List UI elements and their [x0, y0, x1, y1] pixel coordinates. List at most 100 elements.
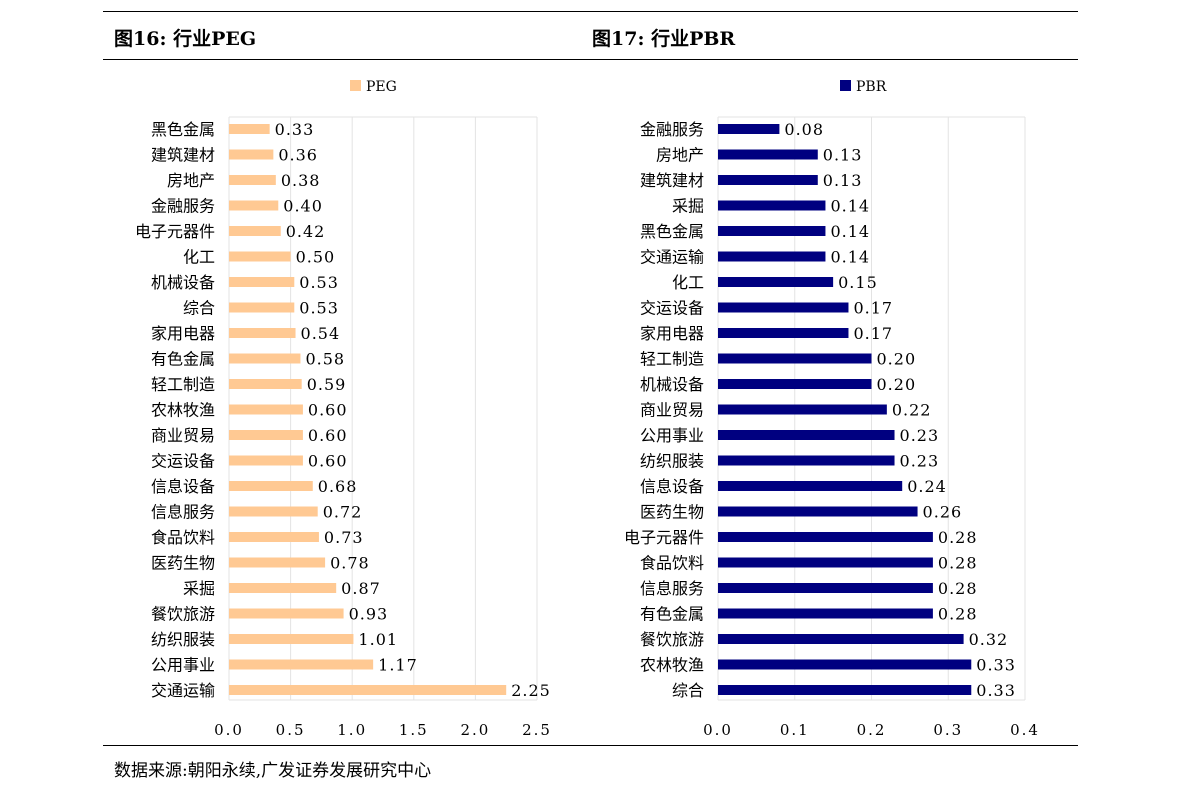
- peg-x-tick-label: 0.0: [214, 721, 244, 739]
- peg-x-tick-label: 0.5: [276, 721, 306, 739]
- pbr-value-label: 0.33: [976, 656, 1016, 675]
- peg-category-label: 家用电器: [151, 324, 215, 343]
- peg-x-tick-label: 1.5: [399, 721, 429, 739]
- peg-category-label: 纺织服装: [151, 630, 215, 649]
- peg-category-label: 金融服务: [151, 197, 215, 216]
- pbr-bar: [718, 379, 872, 389]
- pbr-x-tick-label: 0.2: [857, 721, 887, 739]
- pbr-category-label: 公用事业: [640, 426, 704, 445]
- pbr-bar: [718, 430, 895, 440]
- peg-value-label: 0.38: [281, 171, 321, 190]
- pbr-bar: [718, 277, 834, 287]
- pbr-bar: [718, 481, 903, 491]
- pbr-value-label: 0.13: [823, 146, 863, 165]
- peg-category-label: 医药生物: [151, 554, 215, 573]
- peg-value-label: 0.60: [308, 452, 348, 471]
- pbr-bar: [718, 685, 972, 695]
- pbr-bar: [718, 353, 872, 364]
- pbr-value-label: 0.23: [900, 426, 940, 445]
- peg-bar: [229, 583, 337, 593]
- pbr-category-label: 纺织服装: [640, 452, 704, 471]
- peg-value-label: 0.53: [299, 299, 339, 318]
- footer-rule: [103, 745, 1078, 746]
- peg-bar: [229, 532, 319, 542]
- pbr-bar: [718, 404, 887, 415]
- pbr-value-label: 0.28: [938, 554, 978, 573]
- pbr-value-label: 0.20: [877, 375, 917, 394]
- pbr-category-label: 采掘: [672, 197, 704, 216]
- pbr-category-label: 信息设备: [640, 477, 704, 496]
- pbr-bar: [718, 583, 933, 593]
- peg-value-label: 0.60: [308, 401, 348, 420]
- peg-bar: [229, 277, 295, 287]
- pbr-value-label: 0.20: [877, 350, 917, 369]
- pbr-x-tick-label: 0.3: [933, 721, 963, 739]
- peg-bar: [229, 149, 274, 160]
- peg-value-label: 0.33: [275, 120, 315, 139]
- peg-category-label: 综合: [183, 299, 215, 318]
- pbr-category-label: 黑色金属: [640, 222, 704, 241]
- peg-legend-label: PEG: [366, 79, 397, 95]
- peg-value-label: 0.93: [349, 605, 389, 624]
- peg-category-label: 餐饮旅游: [151, 605, 215, 624]
- pbr-category-label: 商业贸易: [640, 401, 704, 420]
- data-source-note: 数据来源:朝阳永续,广发证券发展研究中心: [114, 761, 432, 781]
- peg-x-tick-label: 2.5: [522, 721, 552, 739]
- pbr-category-label: 有色金属: [640, 605, 704, 624]
- peg-value-label: 0.53: [299, 273, 339, 292]
- pbr-bar: [718, 455, 895, 466]
- pbr-category-label: 交运设备: [640, 299, 704, 318]
- pbr-value-label: 0.28: [938, 605, 978, 624]
- pbr-value-label: 0.14: [830, 222, 870, 241]
- pbr-category-label: 信息服务: [640, 579, 704, 598]
- pbr-category-label: 电子元器件: [624, 528, 704, 547]
- peg-value-label: 0.42: [286, 222, 326, 241]
- peg-x-tick-label: 2.0: [460, 721, 490, 739]
- peg-bar: [229, 634, 354, 644]
- peg-category-label: 商业贸易: [151, 426, 215, 445]
- peg-bar: [229, 251, 291, 262]
- peg-bar: [229, 659, 374, 670]
- pbr-x-tick-label: 0.0: [703, 721, 733, 739]
- peg-bar: [229, 302, 295, 313]
- peg-category-label: 电子元器件: [135, 222, 215, 241]
- pbr-category-label: 化工: [672, 273, 704, 292]
- peg-value-label: 0.60: [308, 426, 348, 445]
- pbr-category-label: 建筑建材: [640, 171, 704, 190]
- pbr-category-label: 食品饮料: [640, 554, 704, 573]
- pbr-bar: [718, 200, 826, 211]
- peg-value-label: 0.68: [318, 477, 358, 496]
- pbr-bar: [718, 506, 918, 517]
- peg-value-label: 1.01: [358, 630, 398, 649]
- pbr-value-label: 0.08: [784, 120, 824, 139]
- peg-bar: [229, 685, 507, 695]
- pbr-value-label: 0.24: [907, 477, 947, 496]
- peg-bar: [229, 175, 276, 185]
- pbr-value-label: 0.14: [830, 197, 870, 216]
- peg-bar: [229, 608, 344, 619]
- peg-value-label: 0.40: [283, 197, 323, 216]
- peg-value-label: 0.59: [307, 375, 347, 394]
- peg-category-label: 机械设备: [151, 273, 215, 292]
- peg-value-label: 0.78: [330, 554, 370, 573]
- pbr-value-label: 0.15: [838, 273, 878, 292]
- pbr-bar: [718, 175, 818, 185]
- figure-17-heading: 图17: 行业PBR: [592, 28, 736, 50]
- peg-value-label: 0.73: [324, 528, 364, 547]
- pbr-value-label: 0.32: [969, 630, 1009, 649]
- peg-bar: [229, 328, 296, 338]
- pbr-category-label: 农林牧渔: [640, 656, 704, 675]
- peg-bar: [229, 481, 313, 491]
- pbr-value-label: 0.22: [892, 401, 932, 420]
- peg-category-label: 采掘: [183, 579, 215, 598]
- peg-value-label: 0.72: [323, 503, 363, 522]
- pbr-legend-label: PBR: [856, 79, 887, 95]
- pbr-category-label: 机械设备: [640, 375, 704, 394]
- pbr-bar: [718, 532, 933, 542]
- peg-bar: [229, 404, 303, 415]
- peg-bar: [229, 124, 270, 134]
- peg-bar: [229, 430, 303, 440]
- pbr-value-label: 0.14: [830, 248, 870, 267]
- peg-category-label: 房地产: [167, 171, 215, 190]
